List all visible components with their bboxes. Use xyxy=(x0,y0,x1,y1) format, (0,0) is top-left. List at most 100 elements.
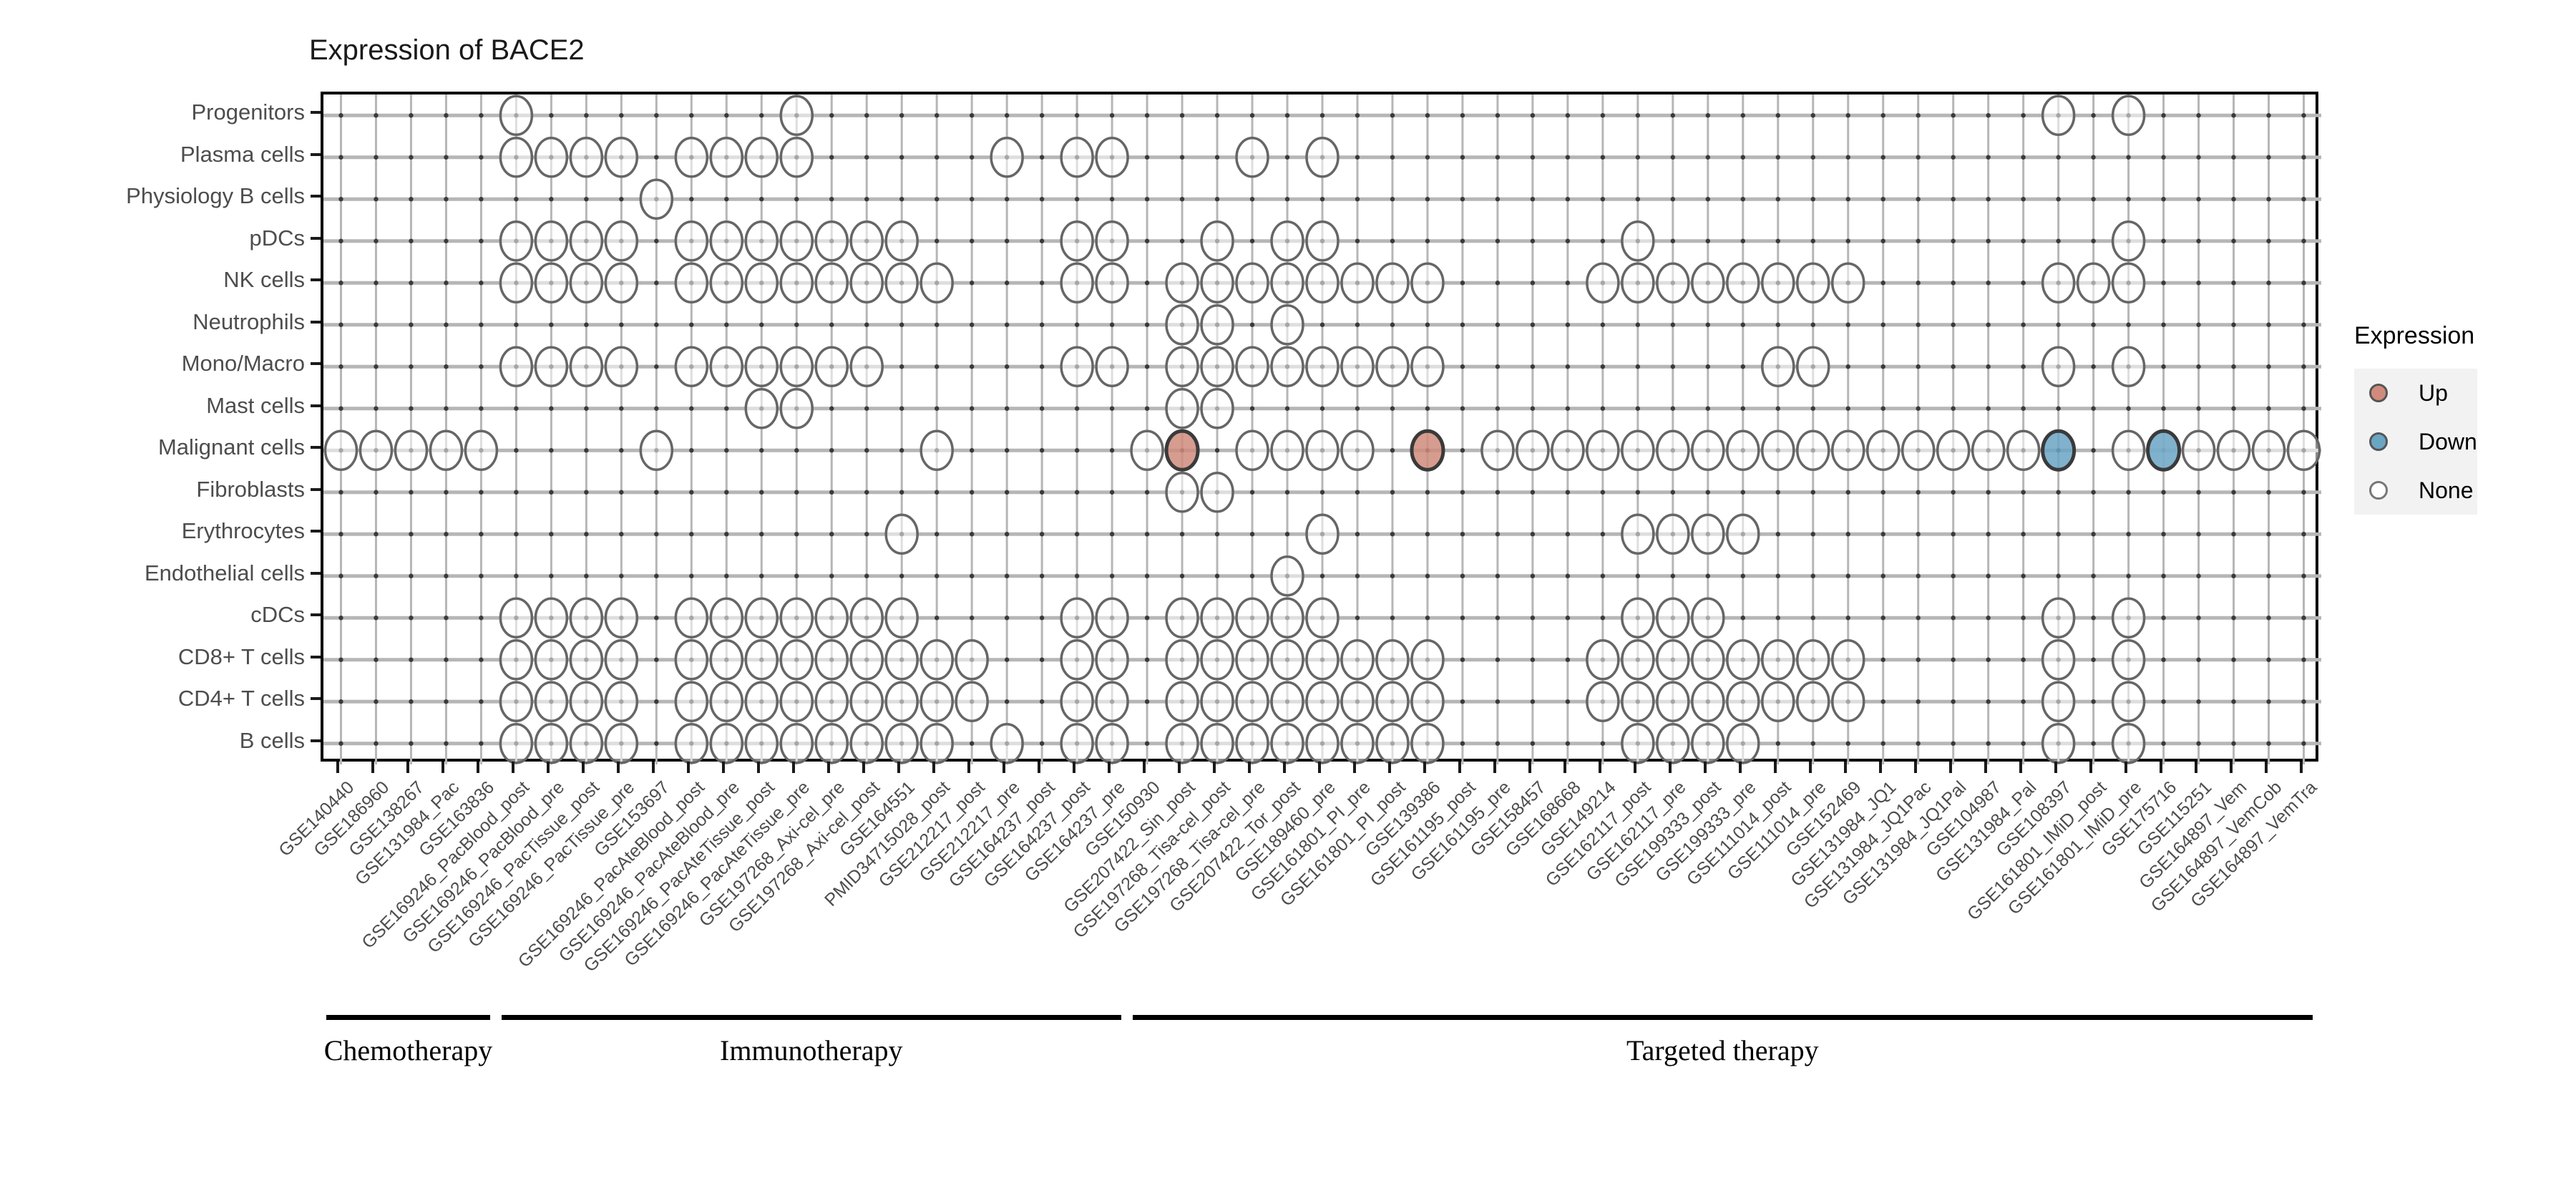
x-axis-tick xyxy=(2194,762,2197,773)
legend-item[interactable]: Up xyxy=(2354,369,2477,417)
y-axis-tick xyxy=(311,404,321,407)
x-axis-tick xyxy=(1387,762,1391,773)
legend-title: Expression xyxy=(2354,322,2475,349)
therapy-group-label: Chemotherapy xyxy=(323,1034,493,1066)
x-axis-tick xyxy=(1318,762,1321,773)
x-axis-tick xyxy=(652,762,655,773)
x-axis-tick xyxy=(512,762,515,773)
legend: Expression Up Down None xyxy=(2354,322,2477,515)
legend-item[interactable]: Down xyxy=(2354,417,2477,466)
x-axis-tick xyxy=(1178,762,1181,773)
x-axis-tick xyxy=(1738,762,1742,773)
x-axis-tick xyxy=(2159,762,2162,773)
x-axis-tick xyxy=(477,762,480,773)
therapy-group-label: Immunotherapy xyxy=(720,1034,903,1066)
x-axis-tick xyxy=(967,762,971,773)
x-axis-tick xyxy=(336,762,340,773)
x-axis-tick xyxy=(1423,762,1426,773)
x-axis-tick xyxy=(1458,762,1461,773)
legend-label: Down xyxy=(2419,428,2477,455)
y-axis-tick xyxy=(311,446,321,449)
y-axis-label: Plasma cells xyxy=(180,141,305,167)
y-axis-label: Erythrocytes xyxy=(181,518,305,544)
x-axis-tick xyxy=(1598,762,1601,773)
y-axis-label: Endothelial cells xyxy=(144,560,305,585)
x-axis-tick xyxy=(827,762,831,773)
legend-item[interactable]: None xyxy=(2354,466,2477,515)
x-axis-tick xyxy=(2264,762,2268,773)
y-axis-label: Mono/Macro xyxy=(181,351,305,376)
x-axis-tick xyxy=(1563,762,1566,773)
x-axis-tick xyxy=(1283,762,1287,773)
x-axis-tick xyxy=(1948,762,1952,773)
y-axis-tick xyxy=(311,320,321,324)
x-axis-tick xyxy=(1913,762,1917,773)
x-axis-tick xyxy=(687,762,691,773)
y-axis-label: B cells xyxy=(239,727,305,753)
x-axis-tick xyxy=(371,762,375,773)
x-axis-tick xyxy=(792,762,796,773)
x-axis-tick xyxy=(2124,762,2127,773)
x-axis-tick xyxy=(932,762,936,773)
x-axis-tick xyxy=(2229,762,2233,773)
x-axis-tick xyxy=(1213,762,1216,773)
y-axis-tick xyxy=(311,487,321,491)
y-axis-label: Fibroblasts xyxy=(196,476,305,502)
x-axis-tick xyxy=(1773,762,1777,773)
y-axis-tick xyxy=(311,278,321,282)
y-axis-tick xyxy=(311,111,321,115)
x-axis-tick xyxy=(1984,762,1987,773)
x-axis-tick xyxy=(406,762,410,773)
x-axis-tick xyxy=(1633,762,1636,773)
y-axis-label: cDCs xyxy=(250,602,305,628)
legend-swatch xyxy=(2354,417,2403,466)
y-axis-tick xyxy=(311,362,321,366)
y-axis-tick xyxy=(311,236,321,240)
x-axis-tick xyxy=(547,762,550,773)
y-axis-tick xyxy=(311,697,321,701)
y-axis-tick xyxy=(311,571,321,575)
y-axis-tick xyxy=(311,530,321,533)
y-axis-tick xyxy=(311,655,321,658)
therapy-group-label: Targeted therapy xyxy=(1626,1034,1819,1066)
x-axis-tick xyxy=(862,762,866,773)
x-axis-tick xyxy=(441,762,445,773)
x-axis-tick xyxy=(1878,762,1882,773)
x-axis-tick xyxy=(2089,762,2092,773)
y-axis-label: CD8+ T cells xyxy=(177,643,305,669)
therapy-group-bar xyxy=(326,1015,490,1020)
x-axis-tick xyxy=(1143,762,1146,773)
y-axis-label: Malignant cells xyxy=(157,434,305,460)
legend-entries: Up Down None xyxy=(2354,369,2477,515)
x-axis-tick xyxy=(1038,762,1041,773)
therapy-group-bar xyxy=(501,1015,1121,1020)
x-axis-tick xyxy=(1002,762,1006,773)
x-axis-tick xyxy=(2054,762,2057,773)
x-axis-tick xyxy=(1668,762,1672,773)
x-axis-tick xyxy=(1808,762,1812,773)
x-axis-tick xyxy=(1073,762,1076,773)
x-axis-tick xyxy=(1843,762,1847,773)
x-axis-tick xyxy=(1493,762,1496,773)
y-axis-tick xyxy=(311,152,321,156)
legend-label: Up xyxy=(2419,379,2448,406)
y-axis-label: NK cells xyxy=(223,267,305,293)
y-axis-tick xyxy=(311,195,321,198)
legend-label: None xyxy=(2419,477,2474,503)
y-axis-tick xyxy=(311,739,321,742)
therapy-group-bar xyxy=(1132,1015,2313,1020)
x-axis-tick xyxy=(2019,762,2022,773)
x-axis-tick xyxy=(897,762,901,773)
y-axis-tick xyxy=(311,613,321,617)
x-axis-tick xyxy=(1108,762,1111,773)
legend-swatch xyxy=(2354,369,2403,417)
x-axis-tick xyxy=(757,762,761,773)
x-axis-tick xyxy=(1352,762,1356,773)
y-axis-label: pDCs xyxy=(249,225,305,251)
x-axis-tick xyxy=(1528,762,1531,773)
legend-swatch xyxy=(2354,466,2403,515)
x-axis-tick xyxy=(617,762,620,773)
y-axis-label: Mast cells xyxy=(206,392,305,418)
x-axis-tick xyxy=(582,762,585,773)
plot-grid xyxy=(323,94,2321,764)
